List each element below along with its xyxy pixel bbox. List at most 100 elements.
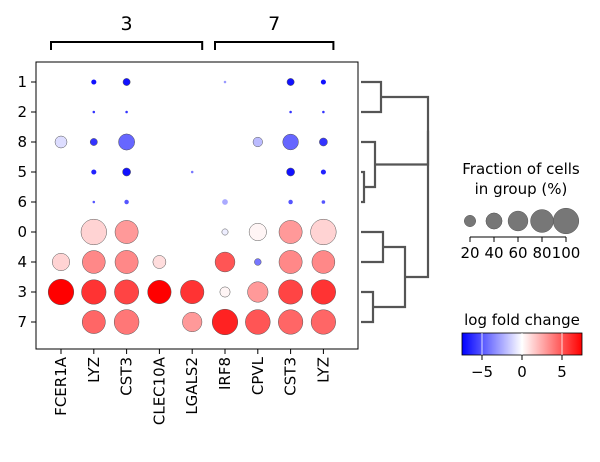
size-legend-dot-80 [530, 209, 554, 233]
dot-1-CST3 [286, 78, 295, 86]
dot-3-LYZ [310, 279, 336, 305]
dot-7-LYZ [310, 309, 336, 335]
row-label-7: 7 [17, 313, 27, 331]
dot-3-CST3 [114, 279, 139, 305]
group-bracket-3 [50, 41, 204, 50]
dot-5-CST3 [122, 167, 131, 177]
dot-7-LYZ [81, 310, 106, 334]
dot-6-CST3 [288, 199, 293, 205]
dot-7-CST3 [278, 309, 304, 335]
row-label-2: 2 [17, 103, 27, 121]
dot-7-CST3 [113, 309, 140, 335]
col-label-6: CPVL [249, 356, 267, 395]
dot-6-CPVL [256, 200, 260, 204]
dot-1-LYZ [91, 79, 97, 85]
dot-6-IRF8 [222, 199, 228, 205]
dot-6-LYZ [92, 200, 96, 204]
size-legend-label-100: 100 [552, 244, 581, 262]
dot-4-CST3 [114, 250, 139, 274]
dot-5-LYZ [320, 169, 326, 175]
row-label-1: 1 [17, 73, 27, 91]
dot-3-FCER1A [47, 278, 75, 306]
row-labels: 1 2 8 5 6 0 4 3 7 [17, 73, 36, 331]
col-label-0: FCER1A [52, 356, 70, 416]
column-labels: FCER1A LYZ CST3 CLEC10A LGALS2 IRF8 CPVL CST3 LY… [52, 349, 332, 425]
row-label-8: 8 [17, 133, 27, 151]
colorbar-label-1: 0 [517, 363, 527, 381]
dot-5-LGALS2 [190, 170, 194, 174]
dot-1-IRF8 [223, 80, 227, 84]
col-label-3: CLEC10A [150, 356, 168, 425]
group-bracket-7 [214, 41, 335, 50]
size-legend-title-1: in group (%) [475, 180, 568, 198]
dot-0-LYZ [80, 218, 107, 246]
row-dendrogram [361, 80, 430, 324]
dendro-root [405, 130, 430, 279]
row-label-3: 3 [17, 283, 27, 301]
dot-8-CST3 [118, 133, 135, 151]
dot-4-CST3 [278, 250, 303, 274]
dot-7-IRF8 [211, 308, 239, 336]
row-label-4: 4 [17, 253, 27, 271]
col-label-5: IRF8 [216, 357, 234, 390]
dot-4-CLEC10A [152, 255, 167, 269]
row-label-6: 6 [17, 193, 27, 211]
dot-0-CST3 [114, 220, 139, 244]
dot-3-CST3 [278, 279, 303, 305]
plot-frame [35, 61, 359, 350]
dot-3-LYZ [81, 279, 107, 305]
dendro-5-6 [361, 170, 366, 204]
dot-0-LYZ [310, 218, 337, 246]
dot-7-LGALS2 [182, 312, 203, 332]
size-legend-label-20: 20 [460, 244, 479, 262]
dot-3-CPVL [247, 281, 269, 303]
dendro-bottom-cluster [373, 245, 407, 309]
dot-6-CST3 [124, 199, 129, 205]
row-label-0: 0 [17, 223, 27, 241]
dot-4-IRF8 [214, 251, 236, 273]
col-label-4: LGALS2 [183, 357, 201, 415]
col-label-7: CST3 [282, 357, 300, 396]
size-legend-title-0: Fraction of cells [462, 160, 580, 178]
dot-5-CST3 [286, 167, 295, 177]
dot-6-FCER1A [59, 200, 63, 204]
dot-6-LYZ [321, 200, 326, 204]
dot-0-IRF8 [221, 228, 229, 236]
dendro-3-7 [361, 290, 375, 324]
dot-4-FCER1A [52, 253, 70, 271]
group-label-3: 3 [121, 13, 133, 35]
dot-8-FCER1A [54, 135, 68, 149]
dot-8-LYZ [319, 137, 328, 147]
dot-3-IRF8 [219, 286, 231, 298]
dot-2-LYZ [92, 110, 96, 114]
dot-8-CPVL [252, 136, 263, 148]
dendro-top-cluster [375, 95, 430, 166]
size-legend-label-40: 40 [484, 244, 503, 262]
dot-5-LYZ [91, 169, 97, 175]
dot-0-LGALS2 [190, 230, 194, 234]
dot-0-FCER1A [59, 230, 63, 234]
col-label-2: CST3 [118, 357, 136, 396]
size-legend-dot-60 [507, 210, 529, 232]
dot-4-LYZ [311, 250, 336, 274]
colorbar-label-2: 5 [557, 363, 567, 381]
col-label-1: LYZ [85, 357, 103, 383]
dot-1-CST3 [122, 78, 131, 86]
dot-8-CST3 [282, 133, 299, 151]
row-label-5: 5 [17, 163, 27, 181]
dot-0-CST3 [278, 220, 303, 244]
dot-1-LYZ [320, 79, 326, 85]
colorbar-label-0: −5 [471, 363, 493, 381]
dot-3-CLEC10A [147, 280, 172, 304]
dot-3-LGALS2 [180, 280, 205, 304]
dot-4-LYZ [82, 250, 106, 274]
dot-2-CST3 [289, 110, 292, 114]
dot-4-CPVL [254, 258, 262, 266]
dots-layer [47, 78, 337, 336]
dot-8-LYZ [89, 138, 98, 146]
size-legend-dot-40 [485, 212, 503, 230]
size-legend-dot-100 [552, 207, 580, 235]
group-label-7: 7 [268, 13, 280, 35]
size-legend-dot-20 [464, 215, 476, 227]
